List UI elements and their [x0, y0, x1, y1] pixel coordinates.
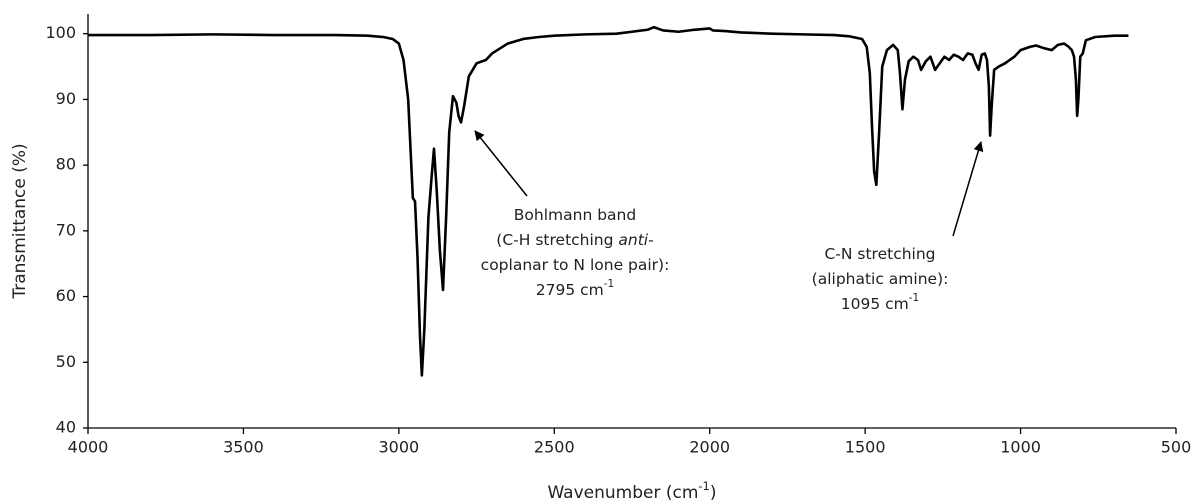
annotation-line: C-N stretching: [824, 245, 935, 263]
text-segment: Bohlmann band: [514, 206, 636, 224]
text-segment: C-N stretching: [824, 245, 935, 263]
annotation-line: Bohlmann band: [514, 206, 636, 224]
text-segment: anti: [618, 231, 648, 249]
y-axis-label: Transmittance (%): [10, 143, 30, 299]
annotation-line: 1095 cm-1: [841, 292, 920, 313]
annotation-line: 2795 cm-1: [536, 278, 615, 299]
text-segment: -: [648, 231, 654, 249]
x-tick-label: 500: [1161, 438, 1192, 457]
x-tick-label: 1000: [1000, 438, 1041, 457]
x-tick-label: 3500: [223, 438, 264, 457]
text-segment: (aliphatic amine):: [812, 270, 949, 288]
text-segment: -1: [604, 278, 615, 290]
y-tick-label: 60: [56, 286, 76, 305]
spectrum-line: [88, 25, 1129, 377]
y-tick-label: 50: [56, 352, 76, 371]
x-axis-label: Wavenumber (cm-1): [547, 479, 716, 504]
annotation-arrow: [474, 130, 528, 197]
x-tick-label: 2500: [534, 438, 575, 457]
text-segment: (C-H stretching: [496, 231, 618, 249]
text-segment: -1: [909, 292, 920, 304]
text-segment: 1095 cm: [841, 295, 909, 313]
annotation-arrow: [952, 141, 984, 237]
x-tick-label: 1500: [845, 438, 886, 457]
text-segment: ): [710, 483, 717, 503]
text-segment: -1: [698, 479, 710, 493]
text-segment: Wavenumber (cm: [547, 483, 698, 503]
x-tick-label: 4000: [68, 438, 109, 457]
text-segment: coplanar to N lone pair):: [481, 256, 670, 274]
x-tick-label: 3000: [378, 438, 419, 457]
y-tick-label: 90: [56, 89, 76, 108]
annotation-line: coplanar to N lone pair):: [481, 256, 670, 274]
y-tick-label: 40: [56, 418, 76, 437]
y-tick-label: 70: [56, 220, 76, 239]
annotation-line: (aliphatic amine):: [812, 270, 949, 288]
y-tick-label: 80: [56, 155, 76, 174]
y-tick-label: 100: [45, 23, 76, 42]
text-segment: 2795 cm: [536, 281, 604, 299]
x-tick-label: 2000: [689, 438, 730, 457]
annotation-line: (C-H stretching anti-: [496, 231, 653, 249]
